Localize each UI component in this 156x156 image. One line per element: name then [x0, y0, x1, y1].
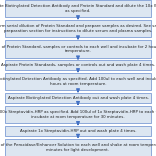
- Text: Perform serial dilution of Protein Standard and prepare samples as desired. See : Perform serial dilution of Protein Stand…: [0, 24, 156, 33]
- FancyBboxPatch shape: [5, 40, 151, 58]
- FancyBboxPatch shape: [5, 20, 151, 37]
- FancyBboxPatch shape: [5, 0, 151, 17]
- FancyBboxPatch shape: [5, 106, 151, 123]
- Text: Dilute 400x Streptavidin-HRP as specified. Add 100ul of 1x Streptavidin-HRP to e: Dilute 400x Streptavidin-HRP as specifie…: [0, 110, 156, 119]
- Text: Aspirate Biotinylated Detection Antibody out and wash plate 4 times.: Aspirate Biotinylated Detection Antibody…: [7, 96, 149, 100]
- FancyBboxPatch shape: [5, 93, 151, 103]
- FancyBboxPatch shape: [5, 60, 151, 70]
- FancyBboxPatch shape: [5, 139, 151, 156]
- Text: Add 100ul of Protein Standard, samples or controls to each well and incubate for: Add 100ul of Protein Standard, samples o…: [0, 45, 156, 53]
- FancyBboxPatch shape: [5, 73, 151, 90]
- Text: Add 100ul of the Peroxidase/Enhancer Solution to each well and shake at room tem: Add 100ul of the Peroxidase/Enhancer Sol…: [0, 143, 156, 152]
- Text: Aspirate 1x Streptavidin-HRP out and wash plate 4 times.: Aspirate 1x Streptavidin-HRP out and was…: [20, 129, 136, 133]
- Text: Aspirate Protein Standards, samples or controls out and wash plate 4 times.: Aspirate Protein Standards, samples or c…: [1, 63, 155, 67]
- FancyBboxPatch shape: [5, 126, 151, 136]
- Text: Reconstitute Biotinylated Detection Antibody and Protein Standard and dilute the: Reconstitute Biotinylated Detection Anti…: [0, 4, 156, 13]
- Text: Dilute Biotinylated Detection Antibody as specified. Add 100ul to each well and : Dilute Biotinylated Detection Antibody a…: [0, 77, 156, 86]
